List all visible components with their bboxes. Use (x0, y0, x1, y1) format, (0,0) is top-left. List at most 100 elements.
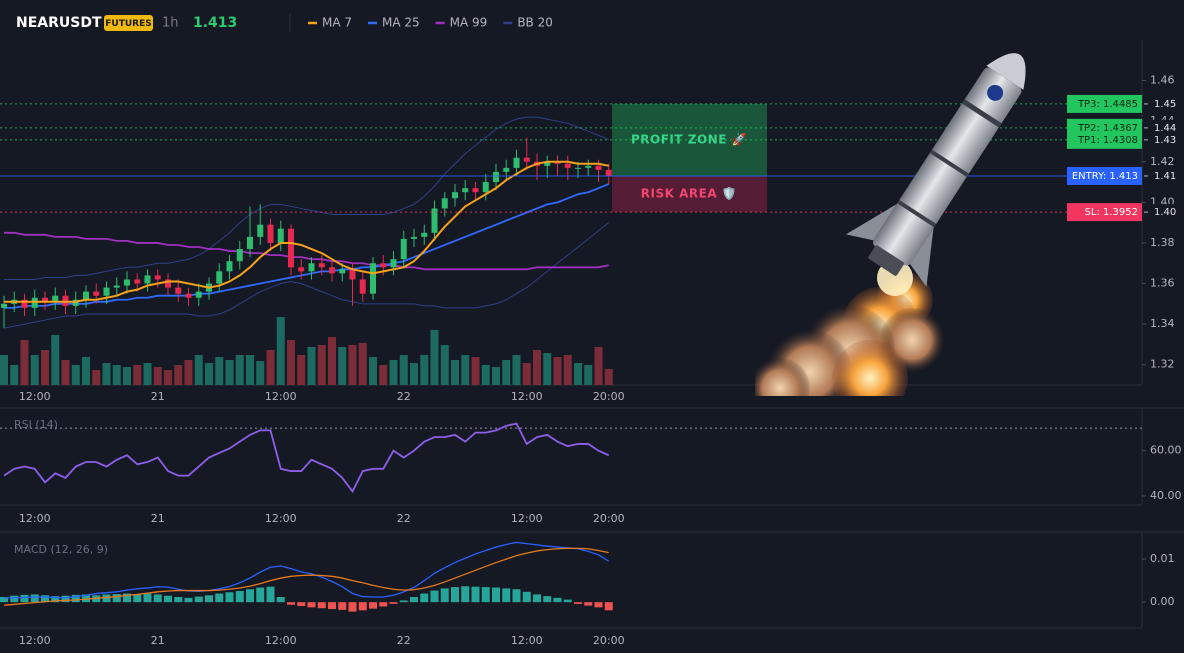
y-tick-label: 0.01 (1150, 552, 1175, 565)
zone-label: RISK AREA 🛡️ (641, 187, 737, 201)
candle-body (277, 228, 284, 243)
volume-bar (440, 345, 449, 385)
level-tag-bg (1067, 94, 1142, 113)
histogram-bar (266, 586, 275, 603)
histogram-bar (543, 596, 552, 603)
level-label: SL: 1.3952 (1085, 207, 1138, 218)
volume-bar (420, 355, 429, 385)
candle-body (564, 163, 571, 168)
y-tick-label: 1.42 (1150, 155, 1175, 168)
level-tag-bg (1067, 166, 1142, 185)
histogram-bar (246, 589, 254, 603)
volume-bar (82, 357, 90, 385)
histogram-bar (358, 602, 367, 611)
y-tick-label: 40.00 (1150, 489, 1182, 502)
histogram-bar (215, 593, 224, 603)
candle-body (236, 249, 243, 262)
volume-bar (71, 365, 80, 385)
histogram-bar (594, 602, 603, 608)
candle-body (31, 297, 38, 308)
candle-body (195, 291, 202, 298)
histogram-bar (184, 597, 193, 603)
histogram-bar (410, 597, 418, 603)
level-label: TP1: 1.4308 (1077, 135, 1138, 146)
candle-body (359, 279, 366, 294)
histogram-bar (430, 590, 439, 603)
candle-body (175, 287, 182, 294)
y-tick-label: 1.32 (1150, 358, 1175, 371)
candle-body (72, 299, 79, 306)
volume-bar (451, 360, 459, 385)
histogram-bar (143, 593, 152, 603)
volume-bar (194, 355, 203, 385)
histogram-bar (164, 595, 172, 603)
histogram-bar (0, 597, 8, 603)
candle-body (329, 267, 335, 274)
volume-bar (205, 363, 213, 385)
price-tag: 1.40 (1154, 207, 1176, 218)
candle-body (298, 267, 305, 272)
volume-bar (317, 345, 326, 385)
volume-bar (553, 357, 562, 385)
x-tick-label: 12:00 (19, 634, 51, 647)
legend-label: MA 99 (450, 16, 488, 30)
volume-bar (20, 340, 29, 385)
x-tick-label: 22 (397, 634, 411, 647)
y-tick-label: 1.38 (1150, 236, 1175, 249)
candle-body (288, 228, 294, 268)
x-tick-label: 21 (151, 634, 165, 647)
candle-body (585, 165, 592, 168)
zone (612, 175, 767, 213)
bb-upper (4, 116, 609, 280)
histogram-bar (61, 595, 70, 603)
histogram-bar (307, 602, 316, 608)
histogram-bar (563, 599, 572, 603)
candle-body (380, 263, 387, 268)
volume-bar (61, 360, 70, 385)
x-tick-label: 22 (397, 512, 411, 525)
histogram-bar (82, 594, 90, 603)
price-tag: 1.43 (1154, 135, 1176, 146)
candle-body (462, 188, 469, 193)
volume-bar (143, 363, 152, 385)
volume-bar (307, 347, 316, 385)
macd-line (4, 541, 610, 599)
price-tag-bg (1143, 204, 1184, 221)
volume-bar (430, 330, 439, 385)
candle-body (52, 295, 59, 302)
candle-body (93, 291, 100, 296)
y-tick-label: 1.36 (1150, 277, 1175, 290)
volume-bar (461, 355, 470, 385)
y-tick-label: 1.34 (1150, 317, 1175, 330)
histogram-bar (471, 586, 480, 603)
candle-body (134, 279, 141, 284)
volume-bar (10, 365, 19, 385)
candle-body (226, 261, 233, 272)
candle-body (554, 161, 561, 164)
x-tick-label: 12:00 (511, 390, 543, 403)
histogram-bar (297, 602, 306, 607)
candle-body (42, 297, 48, 302)
volume-bar (256, 361, 265, 385)
histogram-bar (287, 602, 295, 605)
histogram-bar (112, 593, 121, 603)
volume-bar (338, 347, 347, 385)
volume-bar (369, 357, 377, 385)
level-label: TP3: 1.4485 (1077, 99, 1138, 110)
candle-body (441, 198, 448, 209)
volume-bar (92, 370, 101, 385)
zone-label: PROFIT ZONE 🚀 (631, 132, 747, 146)
histogram-bar (584, 602, 593, 606)
macd-line (3, 547, 609, 606)
volume-bar (492, 367, 500, 385)
candle-body (390, 259, 397, 268)
plot-area: 1.32 1.34 1.36 1.38 1.40 1.42 1.44 1.46 12:00 21 1… (0, 40, 1184, 647)
candle-body (544, 161, 551, 166)
histogram-bar (522, 591, 531, 603)
x-tick-label: 21 (151, 512, 165, 525)
volume-bar (287, 340, 295, 385)
volume-bar (533, 350, 541, 385)
candle-body (370, 263, 376, 294)
volume-bar (574, 363, 582, 385)
